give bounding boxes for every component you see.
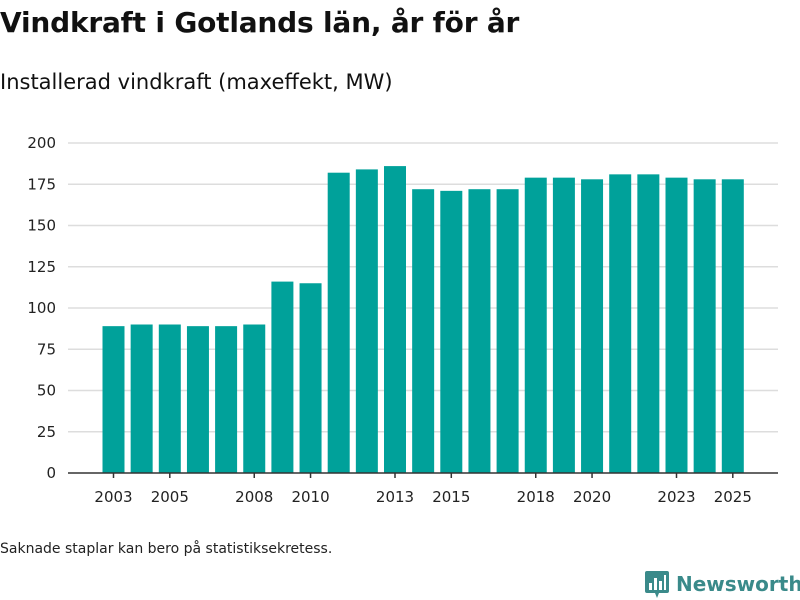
bar-2011 [327, 172, 350, 473]
x-tick-label: 2015 [432, 488, 470, 506]
bar-chart: 0 25 50 75 100 125 150 175 200 2003 2005 2008 2010 20… [27, 134, 778, 506]
brand-name: Newsworthy [676, 572, 800, 596]
x-tick-label: 2020 [573, 488, 611, 506]
x-tick-label: 2018 [517, 488, 555, 506]
chart-subtitle: Installerad vindkraft (maxeffekt, MW) [0, 70, 393, 94]
bar-2024 [693, 179, 716, 474]
bar-2003 [102, 326, 125, 473]
x-tick-label: 2010 [291, 488, 329, 506]
x-tick-label: 2008 [235, 488, 273, 506]
y-tick-label: 150 [27, 217, 56, 235]
bar-2021 [609, 174, 632, 473]
y-tick-label: 100 [27, 299, 56, 317]
bar-2007 [215, 326, 238, 473]
y-tick-label: 50 [37, 382, 56, 400]
bar-2023 [665, 177, 688, 473]
bar-2010 [299, 283, 322, 473]
bar-2006 [186, 326, 209, 473]
bar-2017 [496, 189, 519, 473]
bar-2009 [271, 281, 294, 473]
bar-2019 [552, 177, 575, 473]
bar-2004 [130, 324, 153, 473]
bar-2013 [384, 166, 406, 473]
y-tick-label: 200 [27, 134, 56, 152]
y-tick-label: 125 [27, 258, 56, 276]
footnote: Saknade staplar kan bero på statistiksek… [0, 541, 333, 557]
y-tick-label: 0 [46, 464, 56, 482]
bar-2012 [355, 169, 378, 473]
bar-2016 [468, 189, 491, 473]
bar-2005 [158, 324, 181, 473]
bar-2020 [581, 179, 604, 474]
bar-2014 [412, 189, 435, 473]
newsworthy-logo-icon [645, 571, 669, 598]
bar-2008 [243, 324, 266, 473]
bar-2015 [440, 190, 463, 473]
bar-2025 [721, 179, 744, 474]
bar-2018 [524, 177, 547, 473]
x-tick-label: 2005 [151, 488, 189, 506]
x-tick-label: 2023 [657, 488, 695, 506]
y-tick-label: 175 [27, 175, 56, 193]
bar-2022 [637, 174, 660, 473]
x-tick-label: 2003 [94, 488, 132, 506]
x-tick-label: 2013 [376, 488, 414, 506]
x-tick-label: 2025 [714, 488, 752, 506]
y-tick-label: 25 [37, 423, 56, 441]
y-tick-label: 75 [37, 340, 56, 358]
brand-logo[interactable]: Newsworthy [644, 569, 800, 599]
chart-title: Vindkraft i Gotlands län, år för år [0, 6, 520, 39]
